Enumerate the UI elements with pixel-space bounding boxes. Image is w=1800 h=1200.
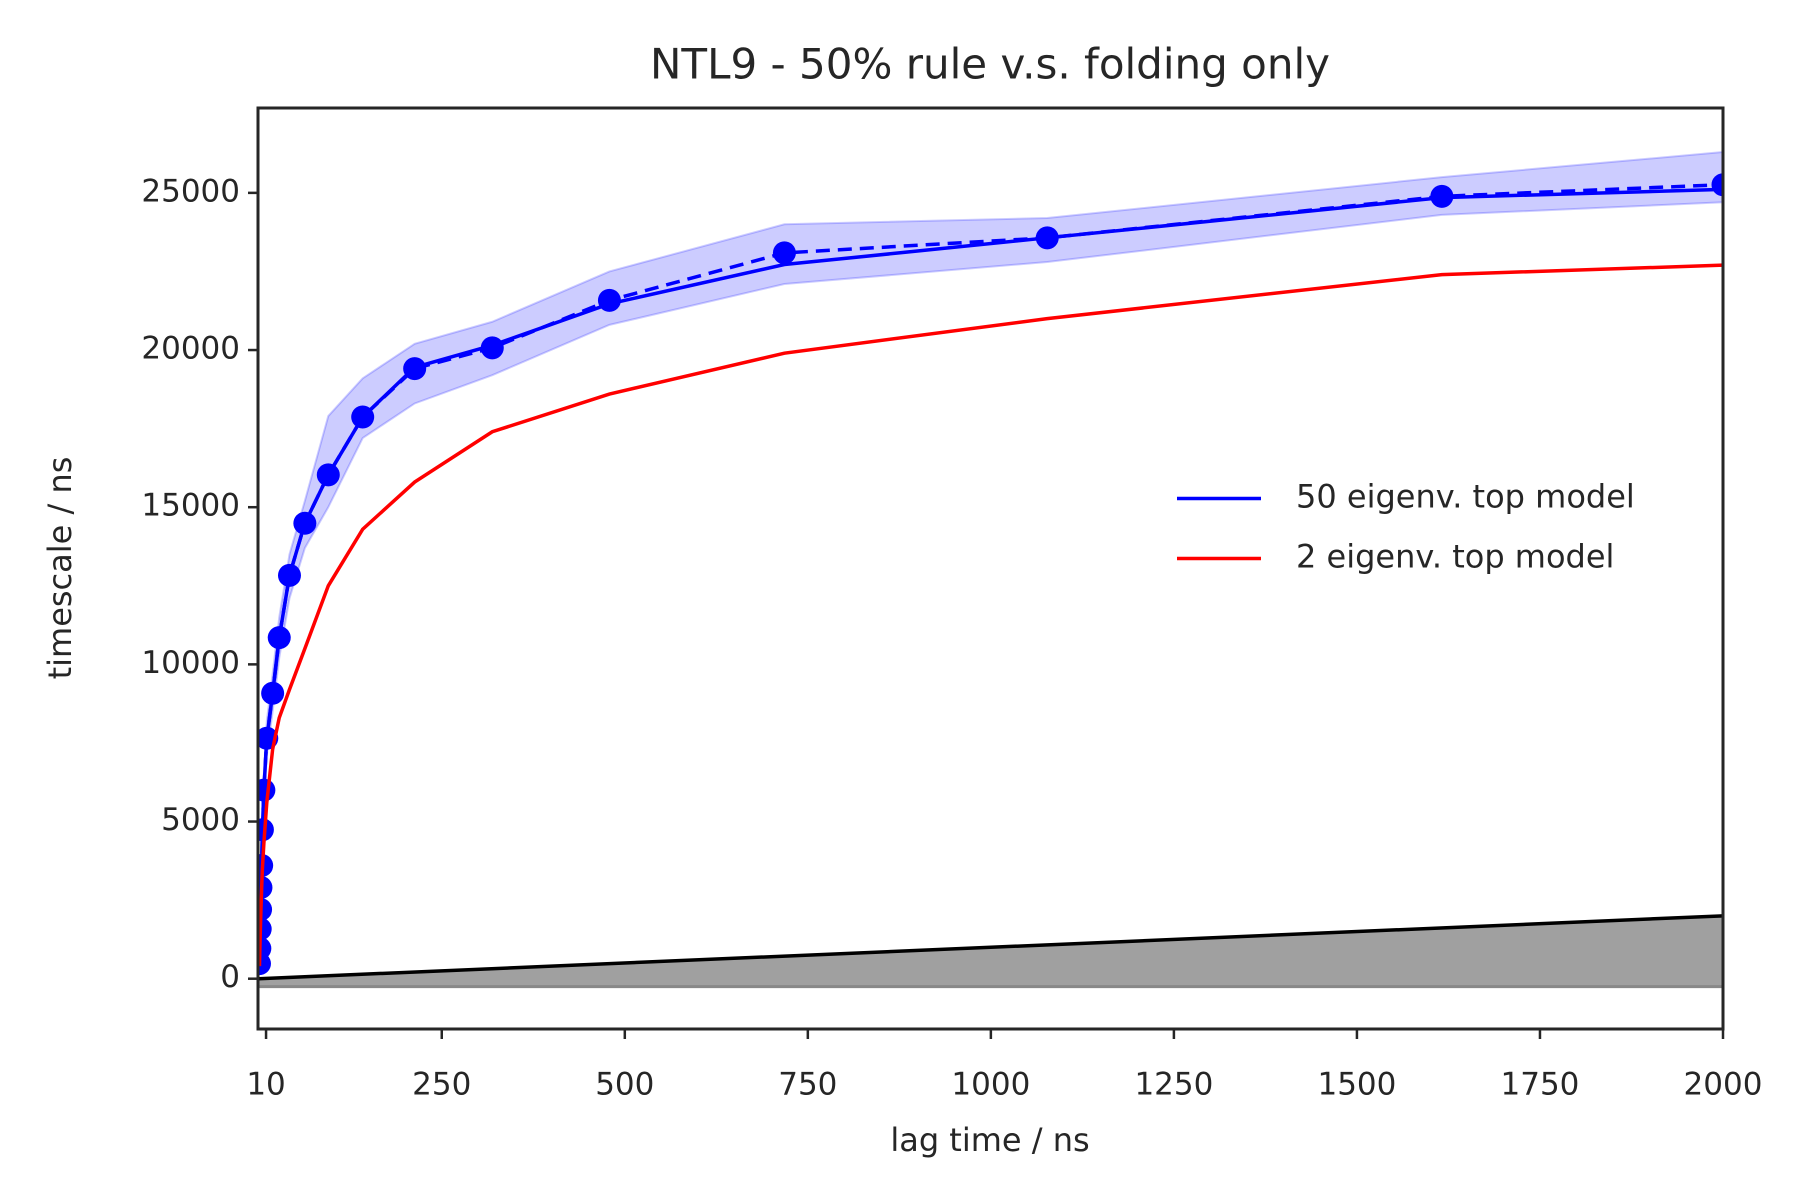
x-tick-label: 1250 <box>1134 1067 1213 1103</box>
x-tick-label: 2000 <box>1684 1067 1763 1103</box>
x-tick-label: 10 <box>246 1067 285 1103</box>
y-axis-label: timescale / ns <box>41 457 79 680</box>
data-point <box>772 241 796 265</box>
legend-label: 2 eigenv. top model <box>1296 538 1614 576</box>
x-tick-label: 1750 <box>1501 1067 1580 1103</box>
series-line <box>258 914 1723 981</box>
x-tick-label: 750 <box>778 1067 837 1103</box>
shaded-area <box>258 915 1723 987</box>
series-line <box>258 263 1723 967</box>
plot-area <box>258 151 1723 989</box>
y-tick-label: 10000 <box>141 645 240 681</box>
legend-label: 50 eigenv. top model <box>1296 478 1635 516</box>
x-tick-label: 1000 <box>951 1067 1030 1103</box>
x-tick-label: 250 <box>412 1067 471 1103</box>
chart-title: NTL9 - 50% rule v.s. folding only <box>650 40 1330 89</box>
x-tick-label: 1500 <box>1317 1067 1396 1103</box>
y-tick-label: 0 <box>220 959 240 995</box>
y-tick-label: 15000 <box>141 488 240 524</box>
y-tick-label: 25000 <box>141 173 240 209</box>
y-tick-label: 20000 <box>141 331 240 367</box>
x-tick-label: 500 <box>595 1067 654 1103</box>
y-tick-label: 5000 <box>161 802 240 838</box>
x-axis-label: lag time / ns <box>890 1121 1089 1159</box>
